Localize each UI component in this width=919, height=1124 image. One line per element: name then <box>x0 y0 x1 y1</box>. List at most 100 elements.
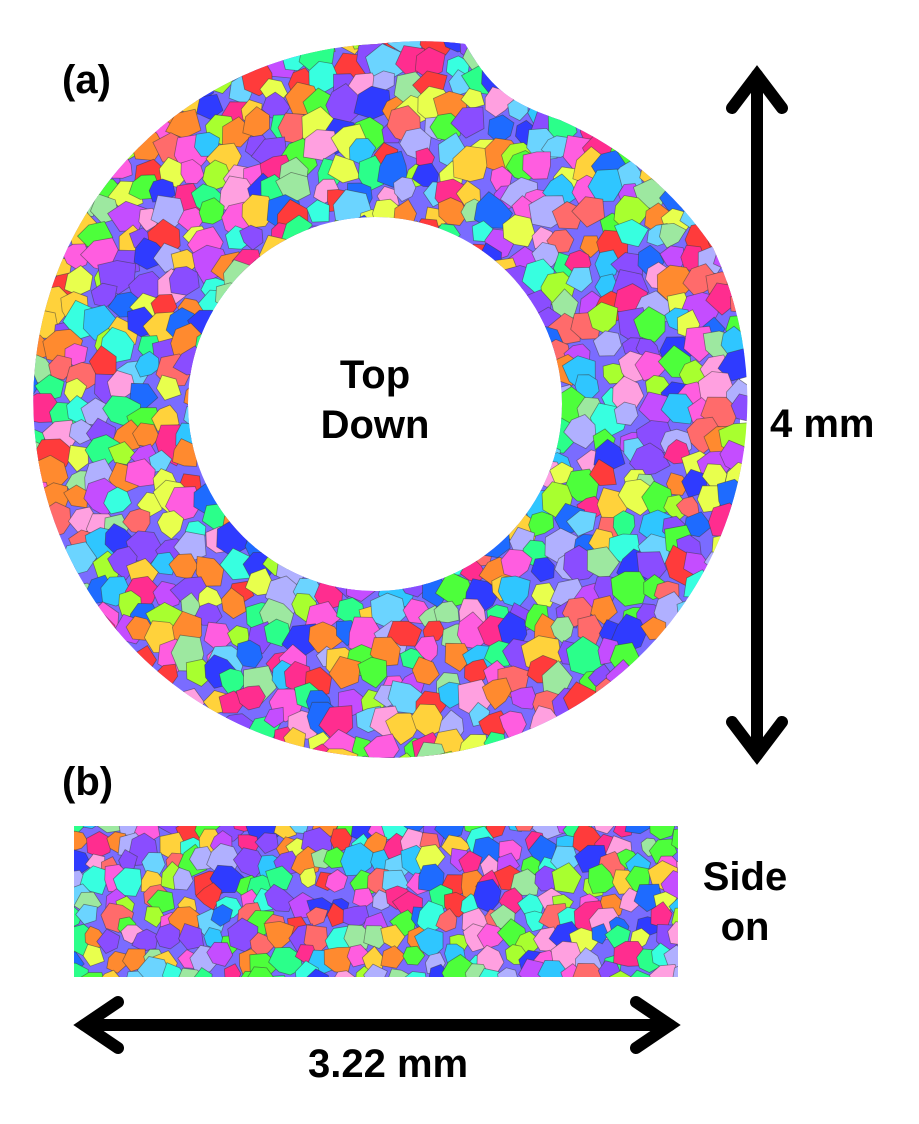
grain <box>659 222 687 249</box>
grain <box>638 682 676 717</box>
grain <box>418 554 446 577</box>
grain <box>458 461 482 484</box>
grain <box>588 41 630 64</box>
grain <box>299 867 317 889</box>
grain <box>399 448 431 478</box>
grain <box>168 266 200 296</box>
grain <box>262 401 285 428</box>
grain <box>432 467 458 496</box>
grain <box>312 521 332 542</box>
grain <box>701 664 737 700</box>
grain <box>243 511 275 547</box>
grain <box>80 972 104 977</box>
grain <box>0 52 25 84</box>
grain <box>39 594 69 626</box>
grain <box>435 907 458 933</box>
grain <box>244 440 275 473</box>
grain <box>53 724 78 754</box>
grain <box>510 868 541 896</box>
grain <box>129 696 161 733</box>
grain <box>33 41 36 56</box>
grain <box>567 43 599 78</box>
grain <box>617 478 655 516</box>
grain <box>584 60 619 97</box>
grain <box>513 326 541 354</box>
grain <box>223 411 255 445</box>
grain <box>641 721 667 749</box>
grain <box>460 421 490 449</box>
grain <box>491 441 519 471</box>
grain <box>393 176 417 202</box>
grain <box>458 850 483 875</box>
grain <box>685 689 721 721</box>
grain <box>313 485 340 507</box>
grain <box>81 41 108 58</box>
grain <box>422 514 456 541</box>
grain <box>702 715 726 745</box>
grain <box>268 465 294 492</box>
grain <box>265 516 291 539</box>
grain <box>306 461 337 495</box>
grain <box>565 510 597 537</box>
grain <box>708 502 744 538</box>
grain <box>708 625 738 654</box>
grain <box>508 743 547 758</box>
grain <box>285 242 323 281</box>
grain <box>266 317 297 348</box>
grain <box>104 700 135 735</box>
grain <box>391 220 430 263</box>
grain <box>103 486 132 515</box>
grain <box>33 640 57 680</box>
grain <box>203 41 236 58</box>
grain <box>63 639 91 669</box>
grain <box>392 514 419 539</box>
grain <box>526 376 553 400</box>
grain <box>657 73 693 107</box>
grain <box>704 593 742 624</box>
grain <box>699 41 725 66</box>
grain <box>33 266 50 298</box>
grain <box>191 730 226 758</box>
grain <box>666 713 697 750</box>
grain <box>282 41 314 47</box>
grain <box>482 461 516 499</box>
grain <box>731 777 753 801</box>
grain <box>134 350 160 378</box>
grain <box>129 41 164 74</box>
grain <box>718 530 748 560</box>
grain <box>93 682 127 720</box>
grain <box>323 547 351 577</box>
grain <box>504 49 539 86</box>
grain <box>724 41 748 54</box>
grain <box>33 601 56 636</box>
grain <box>718 686 748 721</box>
grain <box>247 769 278 798</box>
grain <box>33 139 46 170</box>
grain <box>372 241 400 276</box>
grain <box>680 660 705 685</box>
grain <box>33 199 51 227</box>
grain <box>172 438 198 467</box>
grain <box>3 751 31 779</box>
grain <box>234 334 268 372</box>
grain <box>554 769 586 794</box>
grain <box>0 489 25 516</box>
grain <box>0 685 29 721</box>
grain <box>219 483 248 514</box>
grain <box>175 717 199 742</box>
grain <box>64 264 94 296</box>
grain <box>22 769 46 794</box>
grain <box>154 714 186 743</box>
grain <box>398 248 423 274</box>
grain <box>149 726 183 758</box>
grain <box>510 355 540 380</box>
grain <box>270 519 298 553</box>
grain <box>467 357 500 391</box>
grain <box>482 419 517 455</box>
grain <box>372 462 404 498</box>
grain <box>452 145 488 182</box>
grain <box>634 350 670 382</box>
grain <box>686 142 718 169</box>
grain <box>4 95 31 123</box>
grain <box>701 152 726 177</box>
